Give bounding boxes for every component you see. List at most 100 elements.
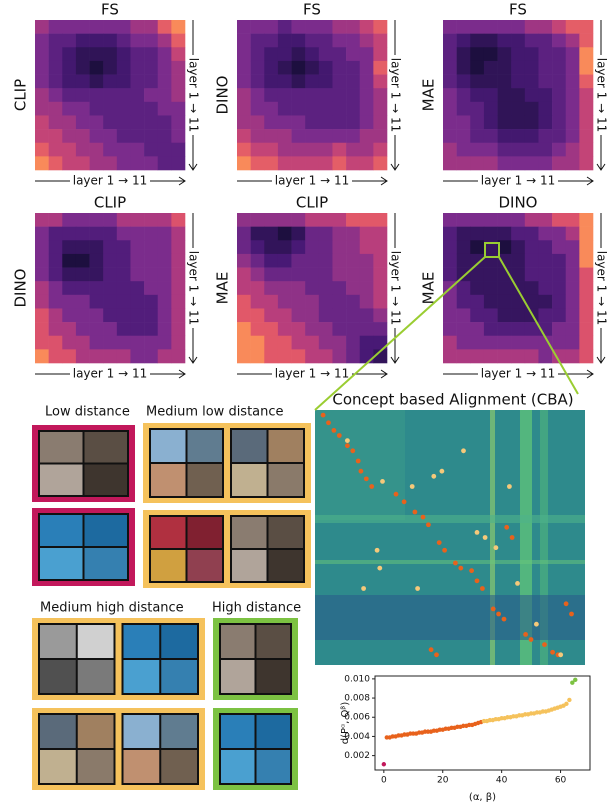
photo xyxy=(78,625,114,658)
heatmap-cell xyxy=(525,34,539,48)
photo xyxy=(161,715,197,748)
heatmap-cell xyxy=(292,75,306,89)
heatmap-cell xyxy=(579,75,593,89)
cba-point xyxy=(321,413,326,418)
heatmap-cell xyxy=(237,336,251,350)
heatmap-cell xyxy=(443,143,457,157)
heatmap-cell xyxy=(76,268,90,282)
cba-point xyxy=(326,420,331,425)
heatmap-cell xyxy=(457,129,471,143)
heatmap-cell xyxy=(171,349,185,363)
heatmap-cell xyxy=(332,143,346,157)
heatmap-cell xyxy=(103,156,117,170)
heatmap-cell xyxy=(332,156,346,170)
heatmap-cell xyxy=(278,213,292,227)
heatmap-cell xyxy=(251,322,265,336)
heatmap-cell xyxy=(470,308,484,322)
heatmap-cell xyxy=(251,20,265,34)
heatmap-cell xyxy=(292,143,306,157)
heatmap-cell xyxy=(144,102,158,116)
heatmap-cell xyxy=(264,322,278,336)
photo xyxy=(124,625,160,658)
heatmap-cell xyxy=(457,75,471,89)
heatmap-cell xyxy=(305,227,319,241)
y2label: layer 1 → 11 xyxy=(595,251,609,326)
heatmap-cell xyxy=(264,61,278,75)
heatmap-cell xyxy=(498,102,512,116)
heatmap-cell xyxy=(470,115,484,129)
heatmap-cell xyxy=(538,143,552,157)
heatmap-cell xyxy=(498,281,512,295)
cba-point xyxy=(421,515,426,520)
cba-point xyxy=(345,438,350,443)
heatmap-cell xyxy=(332,213,346,227)
heatmap-cell xyxy=(292,295,306,309)
heatmap-cell xyxy=(251,102,265,116)
heatmap-cell xyxy=(35,254,49,268)
heatmap-cell xyxy=(171,322,185,336)
heatmap-cell xyxy=(498,308,512,322)
heatmap-cell xyxy=(103,102,117,116)
group-label: Medium low distance xyxy=(146,405,284,420)
heatmap-cell xyxy=(579,115,593,129)
heatmap-cell xyxy=(90,20,104,34)
heatmap-cell xyxy=(35,281,49,295)
heatmap-cell xyxy=(457,143,471,157)
heatmap-cell xyxy=(237,102,251,116)
heatmap-cell xyxy=(566,349,580,363)
heatmap-cell xyxy=(457,322,471,336)
heatmap-cell xyxy=(346,47,360,61)
heatmap-cell xyxy=(90,227,104,241)
heatmap-cell xyxy=(332,281,346,295)
heatmap-cell xyxy=(498,213,512,227)
heatmap-cell xyxy=(552,88,566,102)
heatmap-cell xyxy=(158,61,172,75)
heatmap-cell xyxy=(251,143,265,157)
heatmap-cell xyxy=(360,20,374,34)
xlabel: layer 1 → 11 xyxy=(275,174,350,188)
heatmap-cell xyxy=(484,20,498,34)
heatmap-cell xyxy=(130,322,144,336)
photo xyxy=(269,550,304,581)
heatmap-cell xyxy=(566,47,580,61)
heatmap-cell xyxy=(251,34,265,48)
heatmap-cell xyxy=(566,75,580,89)
heatmap-cell xyxy=(117,268,131,282)
heatmap-cell xyxy=(117,75,131,89)
heatmap-cell xyxy=(457,20,471,34)
heatmap-cell xyxy=(484,308,498,322)
heatmap-cell xyxy=(117,295,131,309)
heatmap-cell xyxy=(35,213,49,227)
photo xyxy=(85,432,128,463)
heatmap-cell xyxy=(525,129,539,143)
heatmap-cell xyxy=(360,61,374,75)
heatmap-cell xyxy=(103,88,117,102)
heatmap-cell xyxy=(264,349,278,363)
heatmap-cell xyxy=(251,88,265,102)
heatmap-cell xyxy=(76,75,90,89)
heatmap-cell xyxy=(552,61,566,75)
heatmap-cell xyxy=(498,336,512,350)
heatmap-cell xyxy=(470,20,484,34)
heatmap-cell xyxy=(278,102,292,116)
heatmap-cell xyxy=(264,75,278,89)
x-tick-label: 20 xyxy=(437,776,449,786)
heatmap-cell xyxy=(237,322,251,336)
heatmap-cell xyxy=(49,102,63,116)
heatmap-cell xyxy=(305,143,319,157)
heatmap-cell xyxy=(49,47,63,61)
heatmap-cell xyxy=(251,308,265,322)
cba-point xyxy=(510,535,515,540)
heatmap-cell xyxy=(443,102,457,116)
heatmap-cell xyxy=(470,336,484,350)
heatmap-cell xyxy=(130,61,144,75)
point xyxy=(567,698,571,702)
heatmap-cell xyxy=(525,349,539,363)
heatmap-cell xyxy=(35,308,49,322)
cba-background xyxy=(315,410,585,665)
heatmap-cell xyxy=(76,20,90,34)
heatmap-cell xyxy=(373,213,387,227)
heatmap-cell xyxy=(103,129,117,143)
heatmap-title: FS xyxy=(101,1,119,19)
heatmap-cell xyxy=(484,295,498,309)
